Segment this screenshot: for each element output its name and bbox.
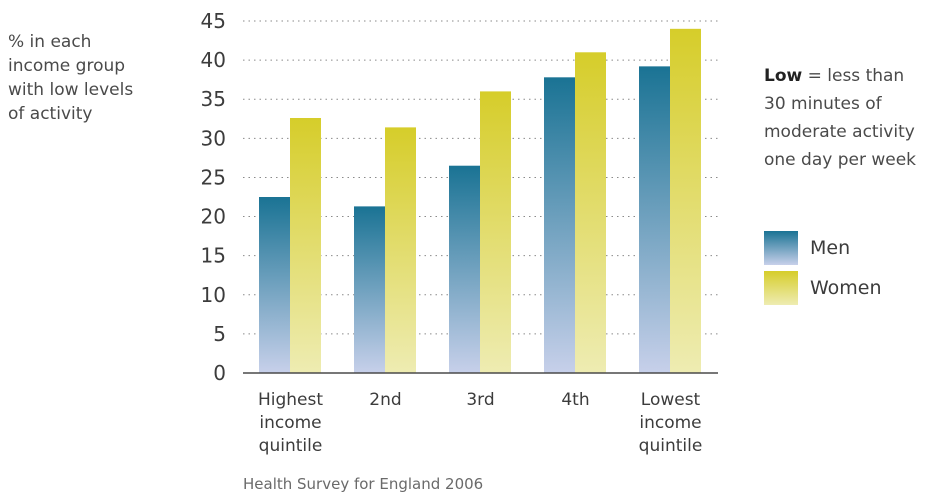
y-tick-label: 25 [201,165,226,189]
note-bold-term: Low [764,66,803,86]
bar-women-5 [670,28,701,373]
note-text: = less than [802,66,905,86]
legend-label-men: Men [810,237,851,259]
y-axis-ticks: 0 5 10 15 20 25 30 35 40 45 [201,9,226,385]
legend-item-men: Men [764,228,882,268]
legend-label-women: Women [810,277,882,299]
y-tick-label: 30 [201,126,226,150]
y-axis-label-line: income group [8,56,126,76]
y-axis-label-line: of activity [8,104,93,124]
bar-men-4 [544,77,575,373]
x-tick-label: Lowest income quintile [639,390,703,456]
y-tick-label: 5 [213,322,226,346]
bar-men-5 [639,66,670,373]
y-axis-label: % in each income group with low levels o… [8,30,178,126]
note-line: 30 minutes of [764,94,882,114]
y-tick-label: 20 [201,205,226,229]
bar-men-1 [259,197,290,373]
legend-swatch-men [764,231,798,265]
x-tick-label: Highest income quintile [258,390,323,456]
bar-women-1 [290,117,321,374]
y-axis-label-line: with low levels [8,80,134,100]
y-axis-label-line: % in each [8,32,92,52]
legend-swatch-women [764,271,798,305]
note-line: Low = less than [764,62,934,90]
note-line: moderate activity [764,122,915,142]
source-note: Health Survey for England 2006 [243,475,484,493]
y-tick-label: 35 [201,87,226,111]
bar-women-2 [385,127,416,373]
x-tick-label: 2nd [369,390,401,410]
bar-women-4 [575,52,606,374]
note-line: one day per week [764,150,917,170]
y-tick-label: 0 [213,361,226,385]
y-tick-label: 40 [201,48,226,72]
x-axis-ticks: Highest income quintile 2nd 3rd 4th Lowest inco… [258,390,702,456]
x-tick-label: 3rd [466,390,494,410]
bar-women-3 [480,91,511,374]
definition-note: Low = less than 30 minutes of moderate a… [764,62,934,174]
x-tick-label: 4th [561,390,589,410]
y-tick-label: 45 [201,9,226,33]
y-tick-label: 10 [201,283,226,307]
bars [259,28,701,374]
y-tick-label: 15 [201,244,226,268]
bar-men-2 [354,206,385,373]
legend: Men Women [764,228,882,308]
bar-men-3 [449,165,480,373]
legend-item-women: Women [764,268,882,308]
